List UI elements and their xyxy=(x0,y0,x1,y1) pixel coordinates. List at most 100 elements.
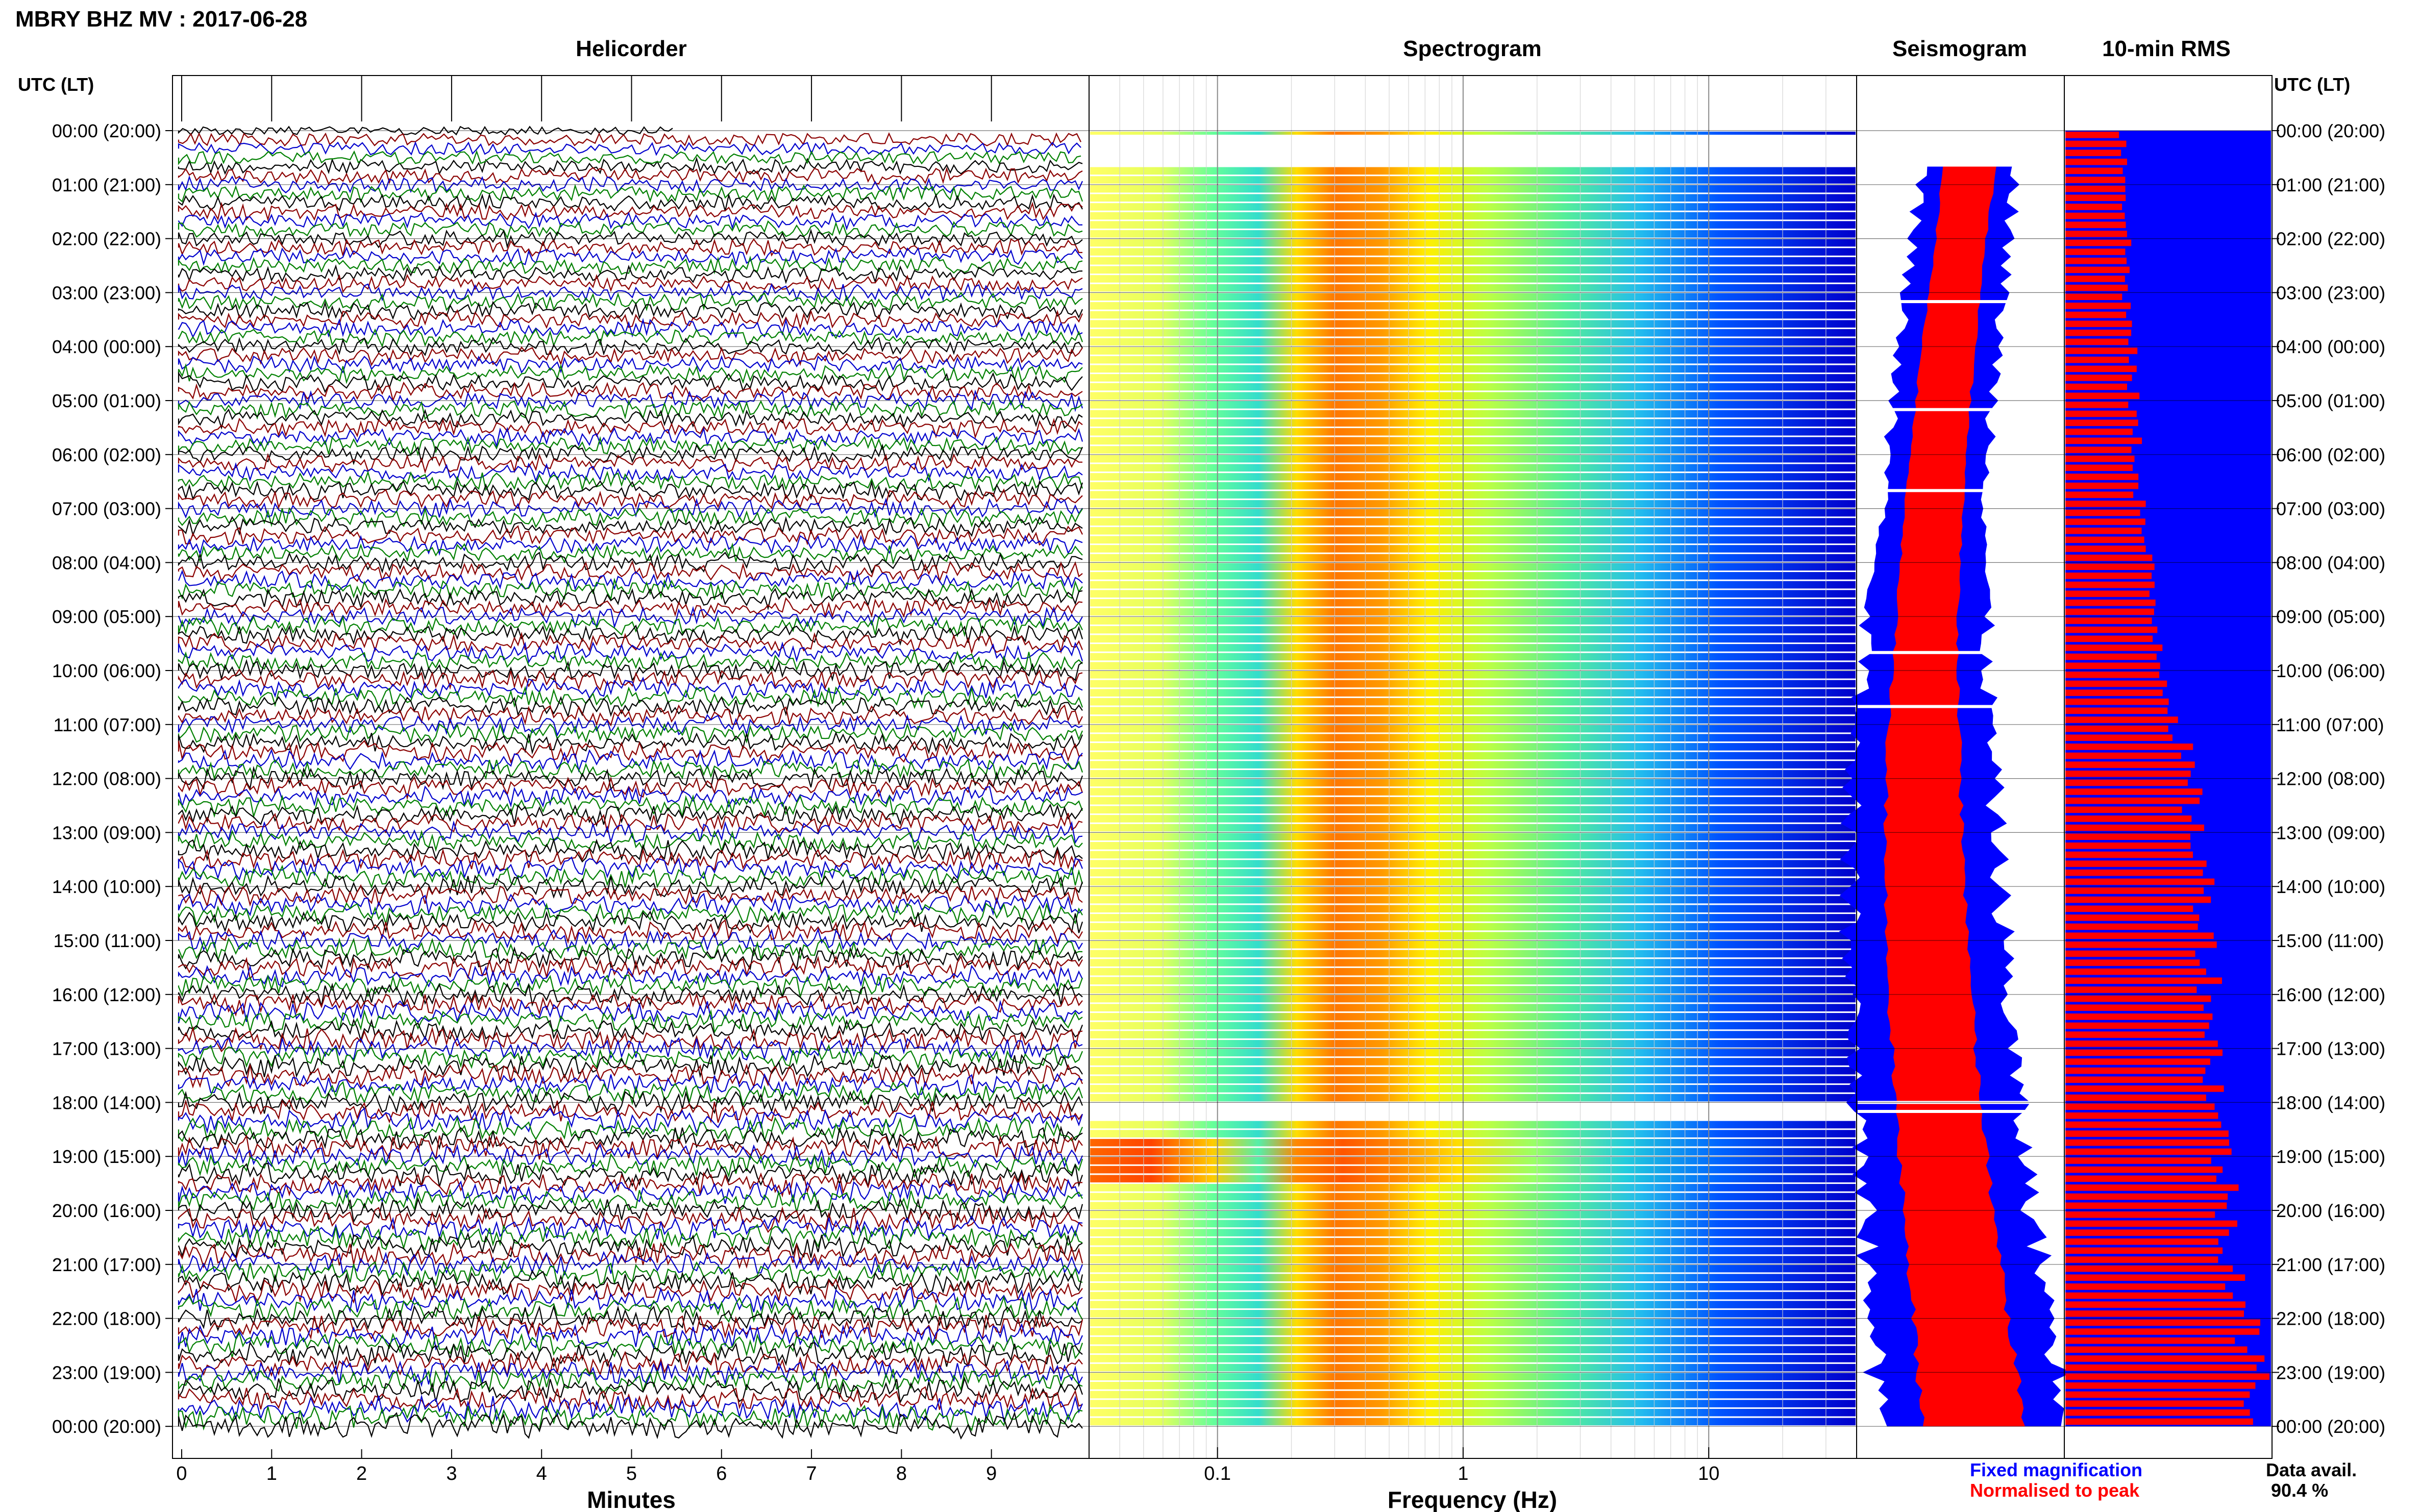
spectrogram-row xyxy=(1090,635,1856,643)
helicorder-trace xyxy=(178,1081,1083,1107)
rms-bar-normalised xyxy=(2065,311,2127,318)
rms-bar-normalised xyxy=(2065,329,2132,336)
rms-bar-normalised xyxy=(2065,185,2126,192)
helicorder-trace xyxy=(178,507,1083,529)
helicorder-trace xyxy=(178,292,1083,312)
rms-bar-normalised xyxy=(2065,501,2146,507)
spectrogram-row xyxy=(1090,329,1856,337)
helicorder-trace xyxy=(178,1144,1083,1169)
rms-bar-normalised xyxy=(2065,356,2129,363)
helicorder-trace xyxy=(178,1242,1083,1270)
spectrogram-row xyxy=(1090,1004,1856,1011)
rms-bar-normalised xyxy=(2065,771,2191,777)
spectrogram-row xyxy=(1090,1283,1856,1291)
spectrogram-row xyxy=(1090,1229,1856,1236)
rms-bar-normalised xyxy=(2065,1400,2244,1407)
spectrogram-row xyxy=(1090,1148,1856,1156)
spectrogram-row xyxy=(1090,1211,1856,1219)
time-label-right: 09:00 (05:00) xyxy=(2276,606,2385,627)
spectrogram-row xyxy=(1090,1418,1856,1426)
spectrogram-row xyxy=(1090,1391,1856,1399)
rms-bar-normalised xyxy=(2065,635,2153,642)
time-label-right: 13:00 (09:00) xyxy=(2276,822,2385,843)
helicorder-trace xyxy=(178,1026,1083,1053)
time-label-right: 21:00 (17:00) xyxy=(2276,1254,2385,1275)
spectrogram-row xyxy=(1090,788,1856,796)
helicorder-trace xyxy=(178,1072,1083,1097)
spectrogram-row xyxy=(1090,176,1856,184)
rms-bar-normalised xyxy=(2065,1139,2229,1146)
rms-bar-normalised xyxy=(2065,1022,2209,1029)
helicorder-trace xyxy=(178,1286,1083,1313)
rms-bar-normalised xyxy=(2065,573,2152,579)
minute-tick-label: 4 xyxy=(536,1463,547,1484)
rms-frame xyxy=(2064,75,2273,1459)
spectrogram-row xyxy=(1090,311,1856,319)
time-label-left: 05:00 (01:00) xyxy=(52,390,161,411)
rms-bar-normalised xyxy=(2065,212,2125,219)
rms-bar-normalised xyxy=(2065,653,2157,660)
rms-bar-normalised xyxy=(2065,1049,2223,1056)
rms-bar-normalised xyxy=(2065,806,2182,813)
helicorder-trace xyxy=(178,542,1083,565)
helicorder-trace xyxy=(178,1411,1083,1440)
rms-bar-normalised xyxy=(2065,221,2126,228)
spectrogram-xlabel: Frequency (Hz) xyxy=(1388,1486,1557,1512)
time-label-right: 22:00 (18:00) xyxy=(2276,1308,2385,1329)
time-label-right: 17:00 (13:00) xyxy=(2276,1038,2385,1059)
spectrogram-row xyxy=(1090,239,1856,247)
helicorder-trace xyxy=(178,560,1083,583)
utc-header-right: UTC (LT) xyxy=(2274,74,2350,95)
helicorder-trace xyxy=(178,731,1083,755)
time-label-left: 15:00 (11:00) xyxy=(54,930,161,951)
time-label-left: 17:00 (13:00) xyxy=(52,1038,161,1059)
time-label-right: 10:00 (06:00) xyxy=(2276,660,2385,681)
spectrogram-row xyxy=(1090,1265,1856,1273)
rms-bar-normalised xyxy=(2065,365,2137,373)
rms-bar-normalised xyxy=(2065,1310,2244,1317)
spectrogram-row xyxy=(1090,806,1856,814)
rms-bar-normalised xyxy=(2065,950,2195,957)
rms-bar-normalised xyxy=(2065,833,2190,840)
rms-bar-normalised xyxy=(2065,959,2200,966)
helicorder-trace xyxy=(178,631,1083,655)
helicorder-trace xyxy=(178,363,1083,384)
spectrogram-row xyxy=(1090,1336,1856,1345)
rms-bar-normalised xyxy=(2065,707,2168,714)
spectrogram-row xyxy=(1090,455,1856,463)
spectrogram-row xyxy=(1090,437,1856,445)
rms-bar-normalised xyxy=(2065,1283,2226,1290)
spectrogram-row xyxy=(1090,725,1856,733)
rms-bar-normalised xyxy=(2065,402,2129,408)
spectrogram-row xyxy=(1090,1031,1856,1038)
rms-bar-normalised xyxy=(2065,1157,2211,1164)
rms-bar-normalised xyxy=(2065,518,2145,525)
helicorder-trace xyxy=(178,371,1083,393)
time-label-right: 01:00 (21:00) xyxy=(2276,175,2385,195)
rms-bar-normalised xyxy=(2065,1004,2204,1011)
rms-bar-normalised xyxy=(2065,1067,2206,1074)
rms-bar-normalised xyxy=(2065,419,2138,426)
time-label-right: 04:00 (00:00) xyxy=(2276,336,2385,357)
rms-bar-normalised xyxy=(2065,375,2132,381)
helicorder-trace xyxy=(178,193,1083,212)
legend-fixed-magnification: Fixed magnification xyxy=(1970,1459,2142,1480)
time-label-right: 12:00 (08:00) xyxy=(2276,769,2385,789)
rms-bar-normalised xyxy=(2065,320,2132,327)
spectrogram-row xyxy=(1090,1049,1856,1057)
rms-bar-normalised xyxy=(2065,194,2126,201)
rms-bar-normalised xyxy=(2065,177,2126,183)
rms-bar-normalised xyxy=(2065,977,2222,984)
rms-bar-normalised xyxy=(2065,743,2193,750)
time-label-left: 13:00 (09:00) xyxy=(52,822,161,843)
rms-bar-normalised xyxy=(2065,1328,2260,1335)
rms-bar-normalised xyxy=(2065,581,2155,588)
spectrogram-row xyxy=(1090,1202,1856,1209)
spectrogram-row xyxy=(1090,230,1856,238)
rms-bar-normalised xyxy=(2065,1391,2250,1398)
helicorder-trace xyxy=(178,946,1083,971)
helicorder-trace xyxy=(178,820,1083,845)
helicorder-trace xyxy=(178,722,1083,744)
spectrogram-row xyxy=(1090,545,1856,553)
helicorder-trace xyxy=(178,704,1083,727)
